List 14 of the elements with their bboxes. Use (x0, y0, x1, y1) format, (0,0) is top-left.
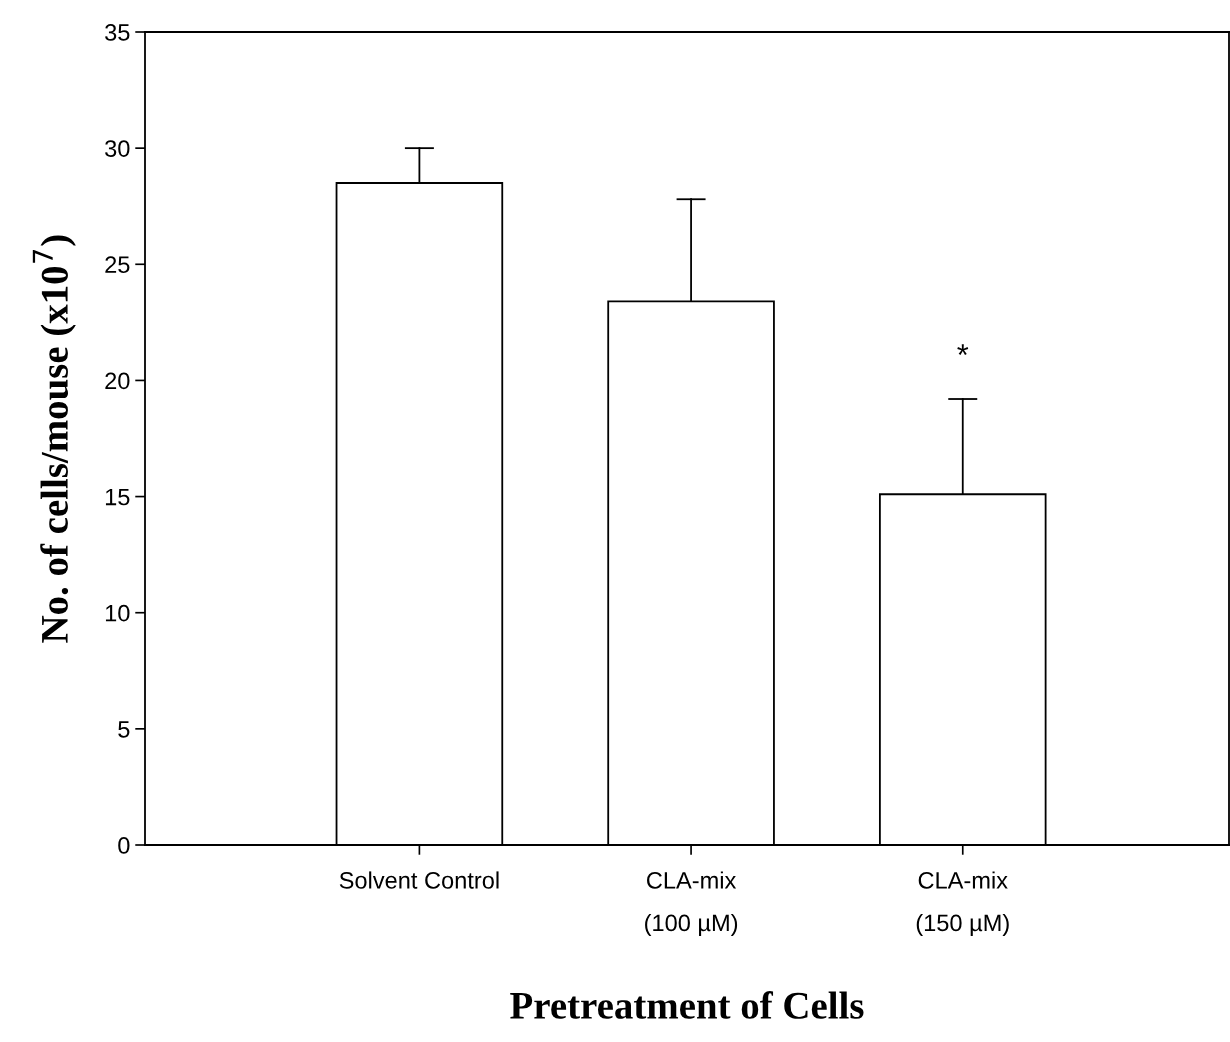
x-tick-label: Solvent Control (339, 871, 499, 889)
annotation: * (957, 344, 969, 355)
y-tick-label: 10 (105, 604, 130, 622)
y-tick-label: 15 (105, 488, 130, 506)
x-axis-title: Pretreatment of Cells (510, 991, 864, 1019)
y-tick-label: 30 (105, 140, 130, 157)
y-tick-label: 5 (118, 721, 130, 738)
x-tick-label: CLA-mix (100 µM) (645, 871, 738, 936)
y-tick-label: 20 (105, 372, 130, 390)
x-tick-label: CLA-mix (150 µM) (916, 871, 1009, 936)
y-tick-label: 35 (105, 24, 130, 41)
y-axis-title: No. of cells/mouse (x10$^{7}$) (32, 235, 76, 643)
y-tick-label: 25 (105, 256, 130, 274)
y-tick-label: 0 (118, 837, 130, 854)
